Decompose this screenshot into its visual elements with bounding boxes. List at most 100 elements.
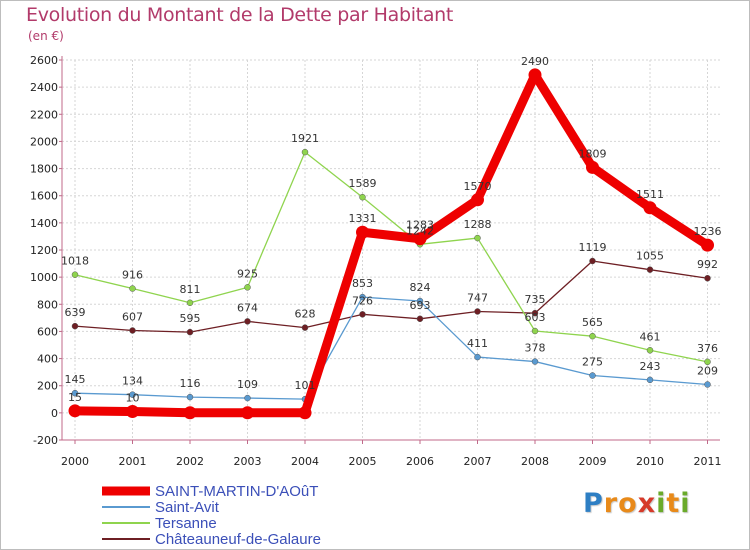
data-label: 116 (180, 377, 201, 390)
logo-letter: i (656, 488, 667, 519)
y-tick-label: 800 (37, 298, 58, 311)
data-point (704, 274, 711, 282)
data-label: 735 (525, 293, 546, 306)
legend-label: Châteauneuf-de-Galaure (155, 531, 321, 548)
data-point (528, 68, 542, 82)
data-label: 824 (410, 281, 431, 294)
data-point (68, 404, 82, 418)
logo-letter: x (637, 488, 657, 519)
data-label: 1511 (636, 188, 664, 201)
x-tick-label: 2009 (579, 455, 607, 468)
x-tick-label: 2004 (291, 455, 319, 468)
y-tick-label: 200 (37, 380, 58, 393)
x-tick-label: 2008 (521, 455, 549, 468)
series-line-2 (74, 151, 709, 363)
data-label: 693 (410, 299, 431, 312)
y-tick-label: 1200 (30, 244, 58, 257)
data-point (356, 225, 369, 239)
data-label: 595 (180, 312, 201, 325)
y-tick-label: 2000 (30, 135, 58, 148)
data-label: 607 (122, 310, 143, 323)
x-tick-label: 2006 (406, 455, 434, 468)
data-point (244, 394, 251, 402)
data-label: 916 (122, 269, 143, 282)
data-point (186, 328, 194, 336)
data-point (298, 406, 312, 420)
series-line-3 (74, 260, 709, 333)
data-point (126, 405, 139, 418)
y-tick-label: -200 (33, 434, 58, 447)
y-tick-label: 400 (37, 353, 58, 366)
data-point (586, 160, 599, 174)
legend: SAINT-MARTIN-D'AOûTSaint-AvitTersanneChâ… (102, 483, 321, 548)
data-label: 209 (697, 364, 718, 377)
data-label: 15 (68, 391, 82, 404)
series-layer (68, 68, 714, 420)
series-line-1 (74, 296, 709, 400)
data-label: 1055 (636, 250, 664, 263)
y-tick-label: 0 (51, 407, 58, 420)
logo-letter: r (603, 488, 619, 519)
data-point (71, 271, 79, 278)
data-label: 411 (467, 337, 488, 350)
data-label: 925 (237, 267, 258, 280)
data-label: 603 (525, 311, 546, 324)
data-point (244, 284, 251, 291)
data-point (413, 232, 427, 246)
legend-label: SAINT-MARTIN-D'AOûT (155, 483, 318, 500)
data-label: 1589 (349, 177, 377, 190)
data-point (416, 297, 424, 305)
data-label: 628 (295, 308, 316, 321)
proxiti-logo: Proxiti (583, 488, 691, 519)
y-tick-label: 1800 (30, 163, 58, 176)
grid (62, 59, 720, 441)
data-label: 109 (237, 378, 258, 391)
data-point (474, 353, 481, 361)
data-label: 461 (640, 330, 661, 343)
data-label: 1921 (291, 132, 319, 145)
data-point (129, 327, 136, 334)
data-point (186, 299, 194, 307)
data-label: 275 (582, 356, 603, 369)
data-label: 1570 (464, 180, 492, 193)
data-point (359, 311, 366, 318)
data-point (301, 324, 309, 331)
data-label: 134 (122, 375, 143, 388)
data-point (416, 315, 424, 323)
data-label: 378 (525, 342, 546, 355)
series-line-0 (70, 70, 712, 418)
y-tick-label: 600 (37, 325, 58, 338)
y-tick-label: 2400 (30, 81, 58, 94)
data-label: 145 (65, 373, 86, 386)
data-label: 1809 (579, 147, 607, 160)
data-label: 853 (352, 277, 373, 290)
x-tick-label: 2007 (464, 455, 492, 468)
data-point (474, 234, 481, 242)
x-tick-label: 2000 (61, 455, 89, 468)
logo-letter: i (680, 488, 691, 519)
data-label: 376 (697, 342, 718, 355)
data-label: 1236 (694, 225, 722, 238)
data-label: 1018 (61, 255, 89, 268)
legend-label: Saint-Avit (155, 499, 220, 516)
data-labels: 639 607 595 674 628 726 693 747 735 1119 1055 992 10… (61, 55, 722, 405)
data-label: 565 (582, 316, 603, 329)
data-point (186, 393, 194, 401)
data-point (359, 193, 366, 201)
data-point (183, 406, 197, 420)
data-point (704, 381, 711, 388)
data-label: 674 (237, 301, 258, 314)
data-label: 1283 (406, 219, 434, 232)
data-point (589, 332, 596, 340)
data-label: 2490 (521, 55, 549, 68)
x-tick-label: 2005 (349, 455, 377, 468)
data-point (359, 293, 366, 301)
data-point (531, 327, 539, 335)
data-label: 811 (180, 283, 201, 296)
data-point (589, 257, 596, 265)
data-point (589, 372, 596, 379)
data-label: 243 (640, 360, 661, 373)
logo-letter: t (666, 488, 681, 519)
data-label: 726 (352, 294, 373, 307)
